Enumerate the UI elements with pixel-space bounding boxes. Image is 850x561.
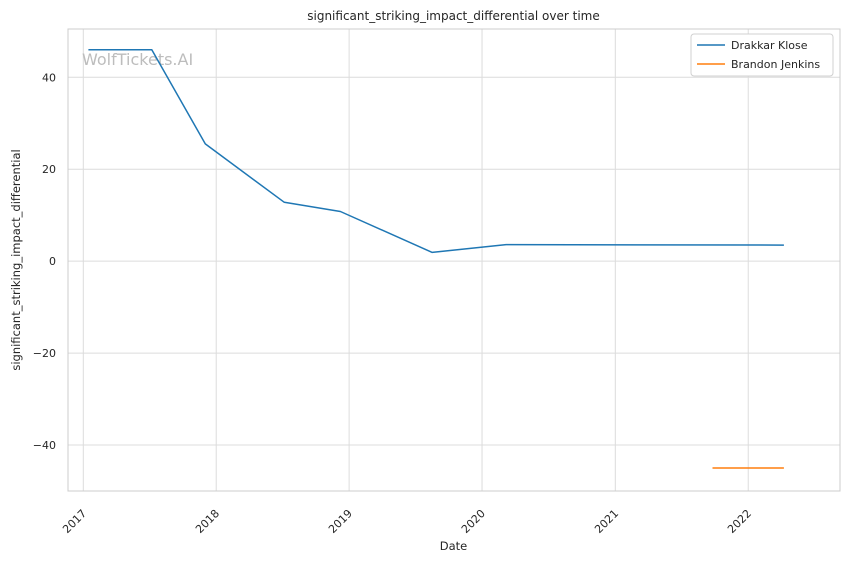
x-tick-label: 2022	[725, 507, 754, 536]
x-axis-title: Date	[440, 539, 468, 553]
watermark-text: WolfTickets.AI	[82, 50, 193, 69]
y-axis-title: significant_striking_impact_differential	[9, 149, 23, 370]
y-axis-ticks: −40 −20 0 20 40	[33, 71, 56, 452]
series-line-drakkar-klose	[88, 48, 784, 254]
legend: Drakkar Klose Brandon Jenkins	[690, 33, 834, 77]
series-lines	[88, 48, 784, 469]
x-tick-label: 2020	[459, 507, 488, 536]
legend-box	[690, 33, 834, 77]
x-axis-ticks: 2017 2018 2019 2020 2021 2022	[60, 507, 754, 536]
x-tick-label: 2017	[60, 507, 89, 536]
y-tick-label: 0	[49, 255, 56, 268]
x-tick-label: 2021	[592, 507, 621, 536]
grid	[68, 29, 840, 491]
y-tick-label: −40	[33, 439, 56, 452]
plot-area	[67, 28, 841, 492]
y-tick-label: −20	[33, 347, 56, 360]
x-tick-label: 2019	[326, 507, 355, 536]
legend-label-brandon-jenkins: Brandon Jenkins	[731, 58, 820, 71]
chart-title: significant_striking_impact_differential…	[307, 9, 599, 23]
y-tick-label: 40	[42, 71, 56, 84]
y-tick-label: 20	[42, 163, 56, 176]
x-tick-label: 2018	[193, 507, 222, 536]
legend-label-drakkar-klose: Drakkar Klose	[731, 39, 808, 52]
